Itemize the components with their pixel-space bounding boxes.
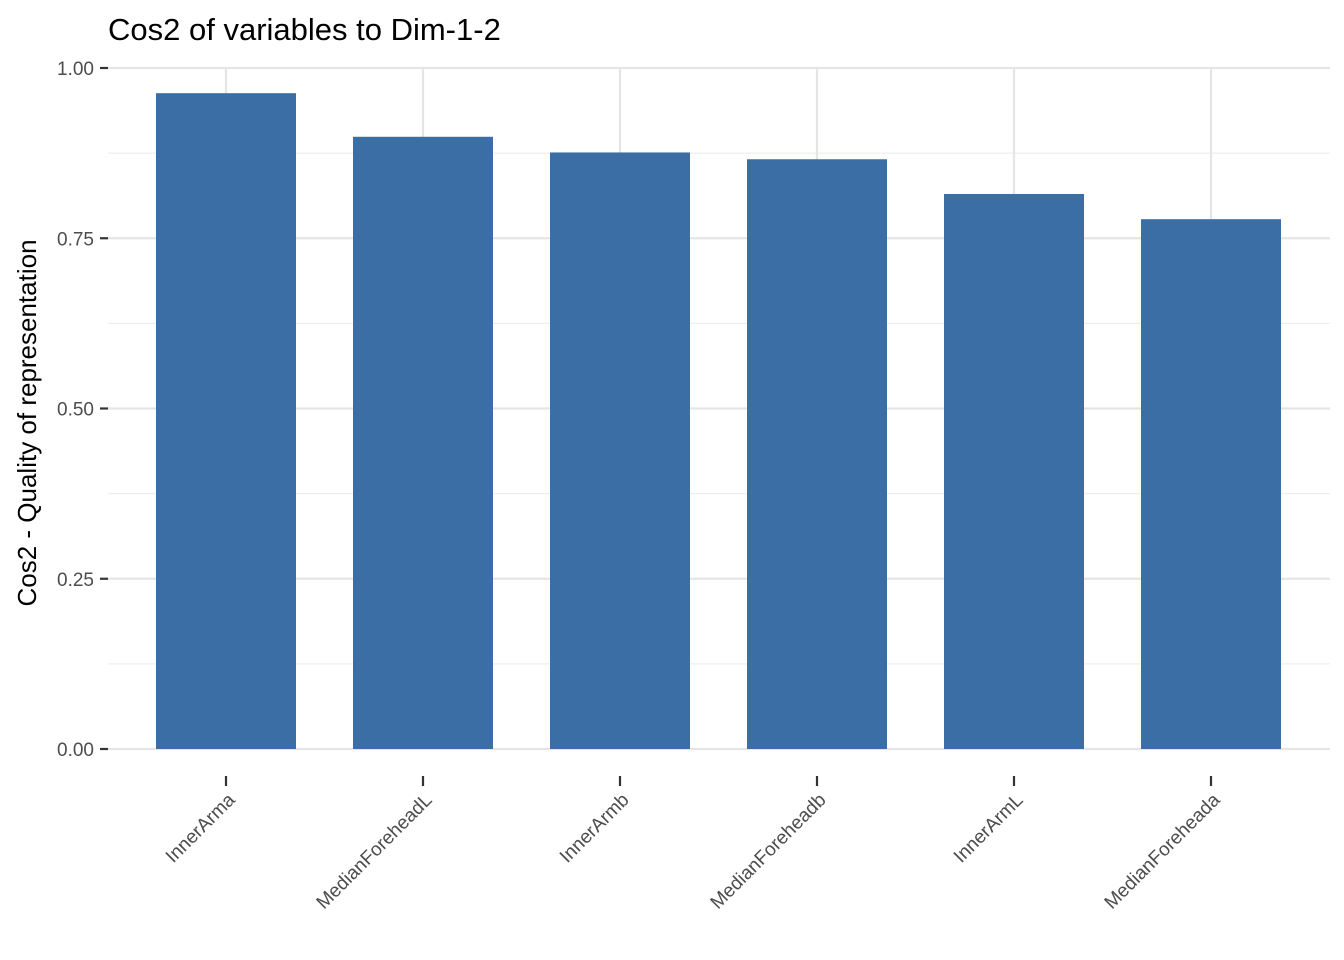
bar [1141, 219, 1281, 749]
y-tick-label: 1.00 [57, 59, 94, 80]
x-tick-label: InnerArmL [950, 790, 1028, 868]
bar [944, 193, 1084, 750]
y-axis-label: Cos2 - Quality of representation [12, 239, 42, 606]
x-tick-label: MedianForeheadL [313, 790, 437, 914]
bar [156, 93, 296, 749]
y-tick-label: 0.50 [57, 400, 94, 421]
bars-layer [156, 93, 1281, 750]
bar [550, 152, 690, 750]
bar [353, 136, 493, 749]
x-tick-label: MedianForeheada [1101, 789, 1225, 913]
x-tick-label: InnerArmb [556, 790, 634, 868]
y-tick-label: 0.25 [57, 570, 94, 591]
y-tick-label: 0.00 [57, 740, 94, 761]
chart-title: Cos2 of variables to Dim-1-2 [108, 12, 501, 47]
y-tick-label: 0.75 [57, 229, 94, 250]
bar [747, 159, 887, 749]
x-tick-label: InnerArma [162, 789, 240, 867]
x-tick-label: MedianForeheadb [707, 790, 831, 914]
